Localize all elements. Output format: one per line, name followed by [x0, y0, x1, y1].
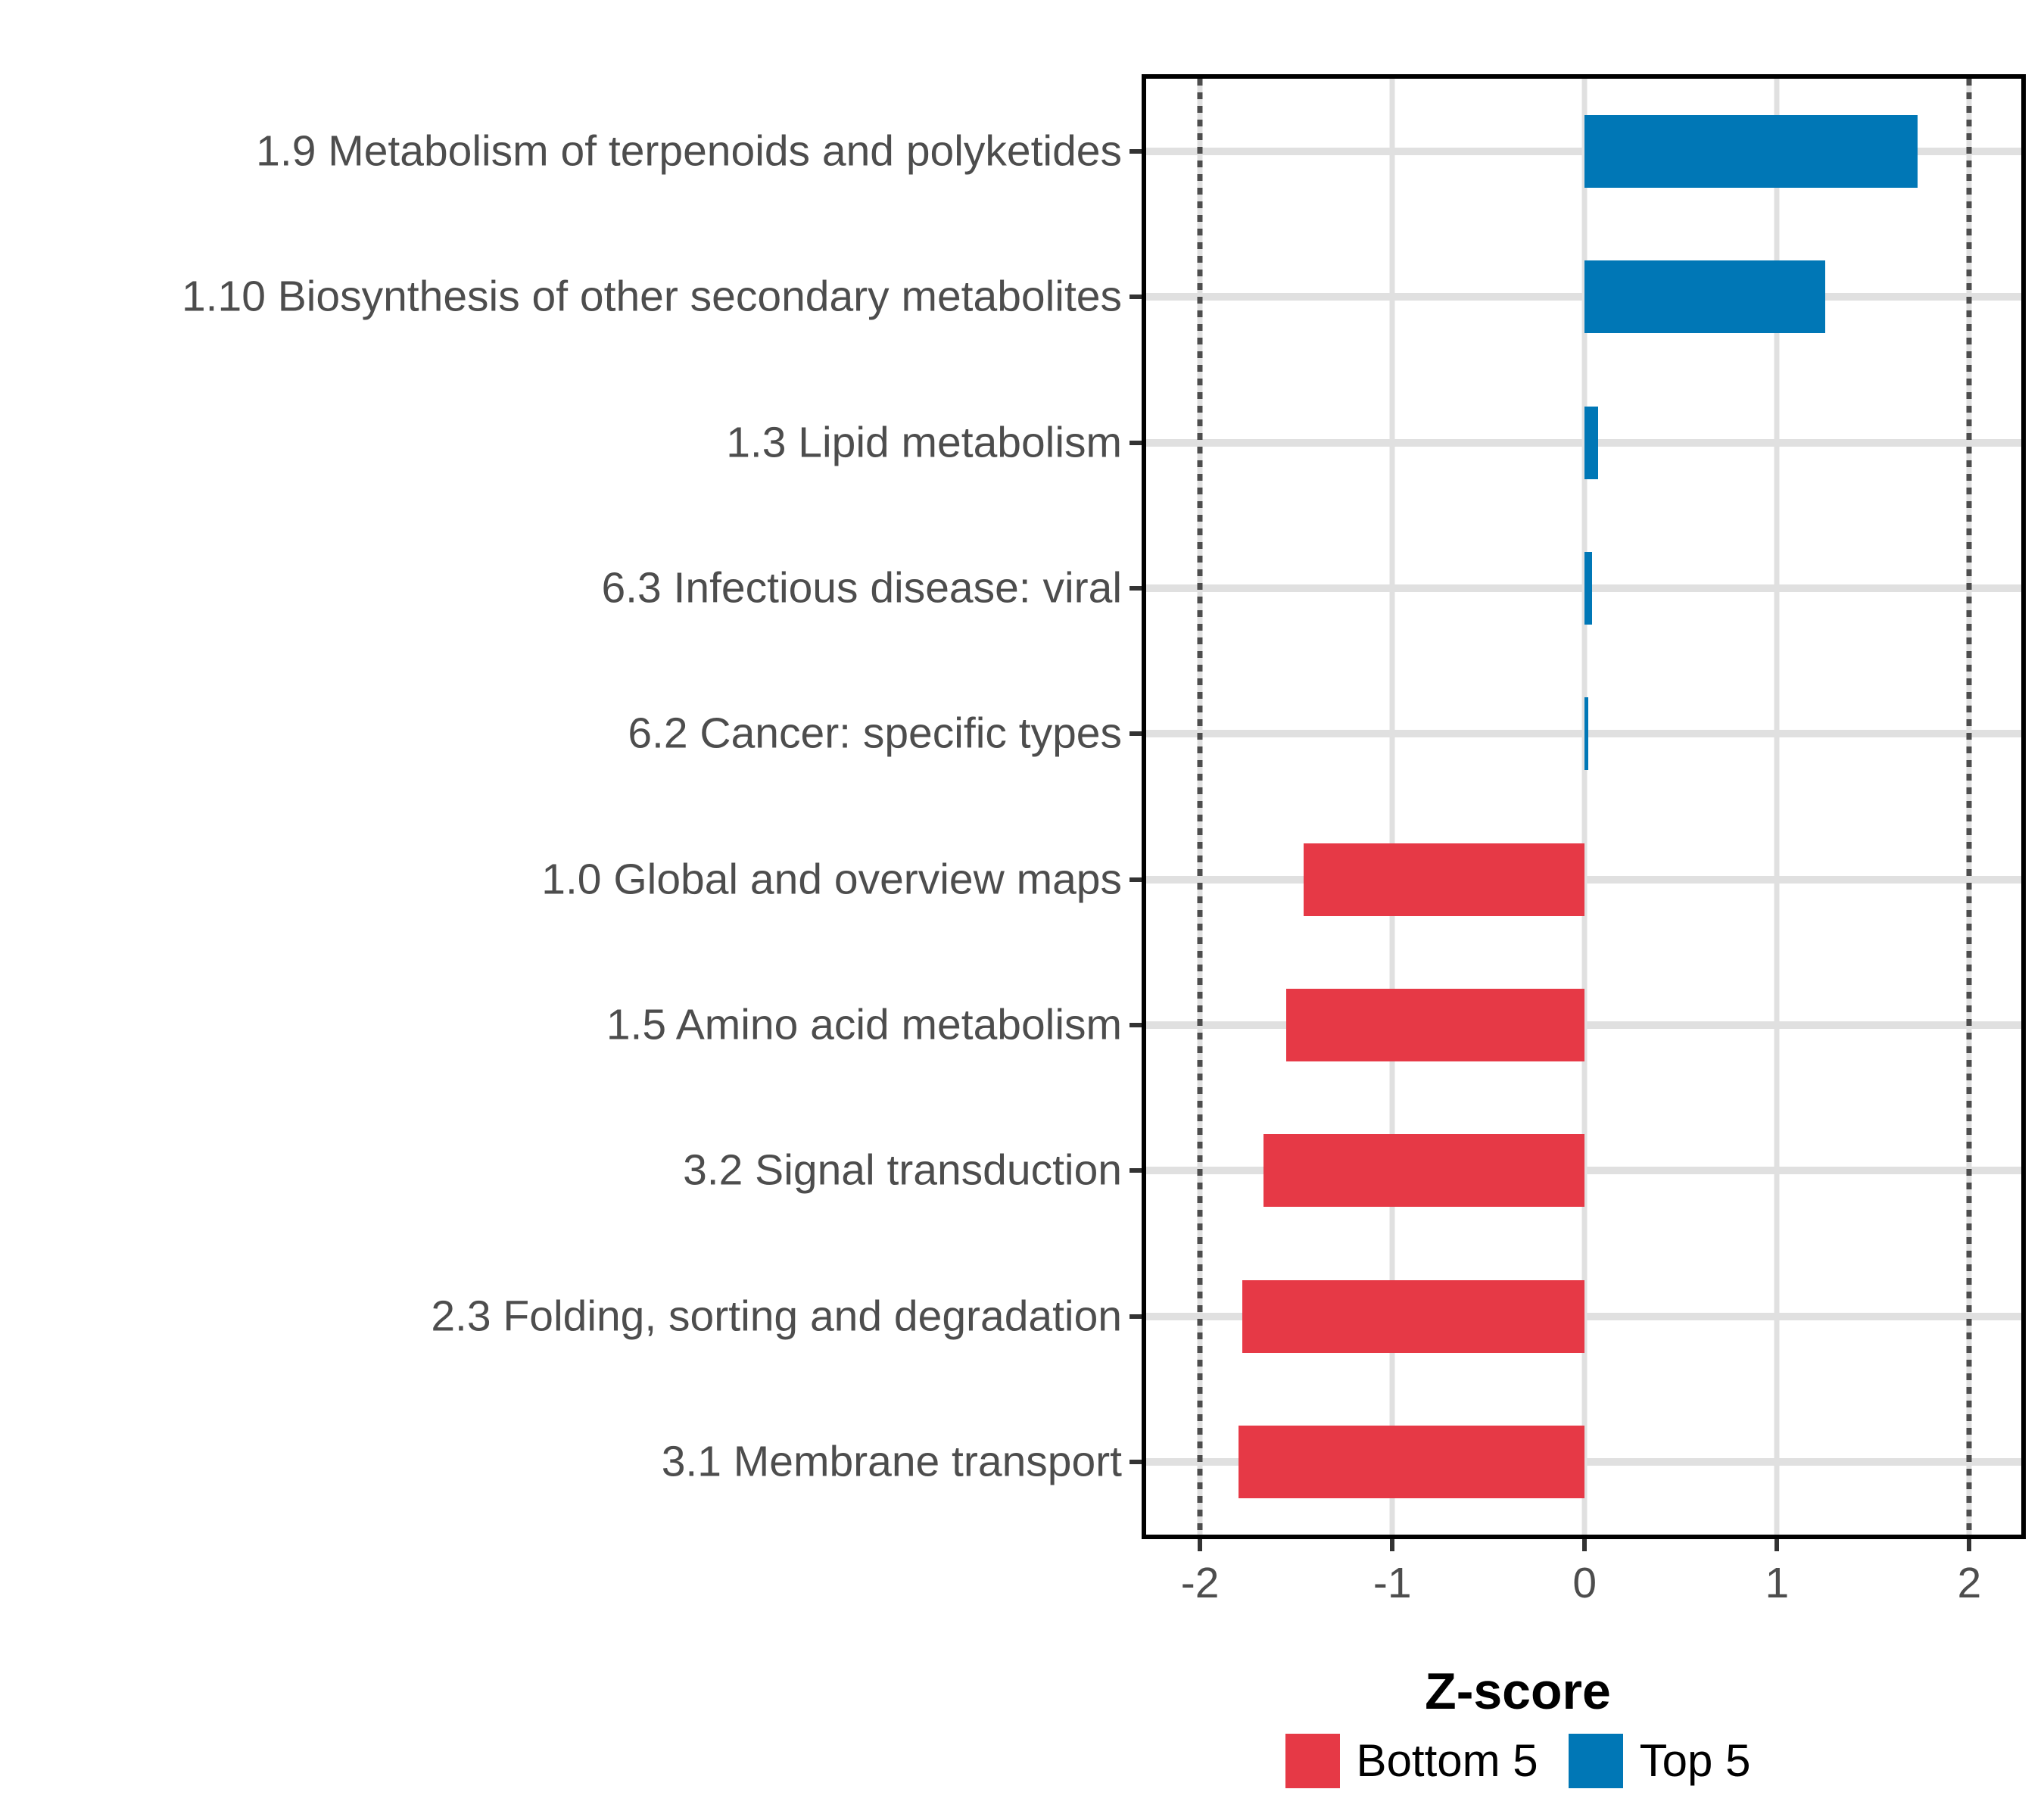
horizontal-gridline	[1146, 148, 2021, 156]
x-axis-tick-label: 1	[1765, 1559, 1790, 1607]
y-axis-category-label: 1.0 Global and overview maps	[541, 855, 1122, 904]
y-axis-category-label: 2.3 Folding, sorting and degradation	[431, 1292, 1122, 1341]
horizontal-gridline	[1146, 438, 2021, 447]
legend-item[interactable]: Top 5	[1568, 1734, 1751, 1788]
bar	[1584, 115, 1918, 189]
y-axis-category-label: 1.9 Metabolism of terpenoids and polyket…	[256, 126, 1122, 176]
y-axis-category-label: 1.10 Biosynthesis of other secondary met…	[181, 272, 1122, 321]
bar	[1584, 260, 1825, 334]
horizontal-gridline	[1146, 584, 2021, 593]
reference-line	[1197, 79, 1203, 1535]
x-axis-tick	[1582, 1539, 1588, 1551]
x-axis-tick	[1390, 1539, 1395, 1551]
x-axis-tick-label: -1	[1373, 1559, 1412, 1607]
x-axis-title: Z-score	[0, 1666, 2044, 1717]
bar	[1584, 697, 1589, 771]
y-axis-tick	[1129, 440, 1142, 445]
y-axis-tick	[1129, 1459, 1142, 1464]
bar	[1242, 1279, 1585, 1353]
x-axis-tick	[1967, 1539, 1972, 1551]
bar	[1263, 1134, 1585, 1208]
y-axis-tick	[1129, 1022, 1142, 1027]
bar	[1584, 552, 1593, 625]
y-axis-category-label: 1.5 Amino acid metabolism	[606, 1000, 1122, 1049]
bar	[1584, 406, 1599, 479]
plot-area	[1146, 79, 2021, 1535]
y-axis-tick	[1129, 295, 1142, 300]
legend-swatch	[1568, 1734, 1623, 1788]
y-axis-tick	[1129, 877, 1142, 882]
y-axis-category-label: 1.3 Lipid metabolism	[726, 418, 1122, 467]
x-axis-tick-label: 2	[1957, 1559, 1982, 1607]
legend-label: Top 5	[1639, 1735, 1751, 1786]
y-axis-tick	[1129, 731, 1142, 737]
y-axis-category-label: 3.2 Signal transduction	[683, 1145, 1122, 1195]
chart-legend: Bottom 5 Top 5	[0, 1734, 2044, 1788]
y-axis-category-label: 6.2 Cancer: specific types	[628, 709, 1122, 758]
bar	[1286, 988, 1585, 1061]
x-axis-title-text: Z-score	[1425, 1663, 1611, 1720]
x-axis-tick	[1198, 1539, 1203, 1551]
legend-items: Bottom 5 Top 5	[1285, 1734, 1751, 1788]
horizontal-gridline	[1146, 293, 2021, 301]
x-axis-tick-label: -2	[1180, 1559, 1220, 1607]
y-axis-tick	[1129, 1314, 1142, 1319]
vertical-gridline	[1389, 79, 1395, 1535]
x-axis-tick-label: 0	[1572, 1559, 1597, 1607]
y-axis-category-label: 6.3 Infectious disease: viral	[601, 563, 1122, 612]
legend-swatch	[1285, 1734, 1340, 1788]
reference-line	[1966, 79, 1972, 1535]
y-axis-category-label: 3.1 Membrane transport	[661, 1437, 1122, 1486]
legend-label: Bottom 5	[1356, 1735, 1538, 1786]
plot-panel	[1142, 74, 2026, 1539]
bar	[1304, 843, 1585, 916]
legend-item[interactable]: Bottom 5	[1285, 1734, 1538, 1788]
y-axis-tick	[1129, 1168, 1142, 1173]
y-axis-tick	[1129, 149, 1142, 154]
vertical-gridline	[1581, 79, 1588, 1535]
vertical-gridline	[1774, 79, 1780, 1535]
x-axis-tick	[1774, 1539, 1780, 1551]
bar	[1238, 1425, 1585, 1498]
horizontal-gridline	[1146, 730, 2021, 738]
y-axis-tick	[1129, 586, 1142, 591]
